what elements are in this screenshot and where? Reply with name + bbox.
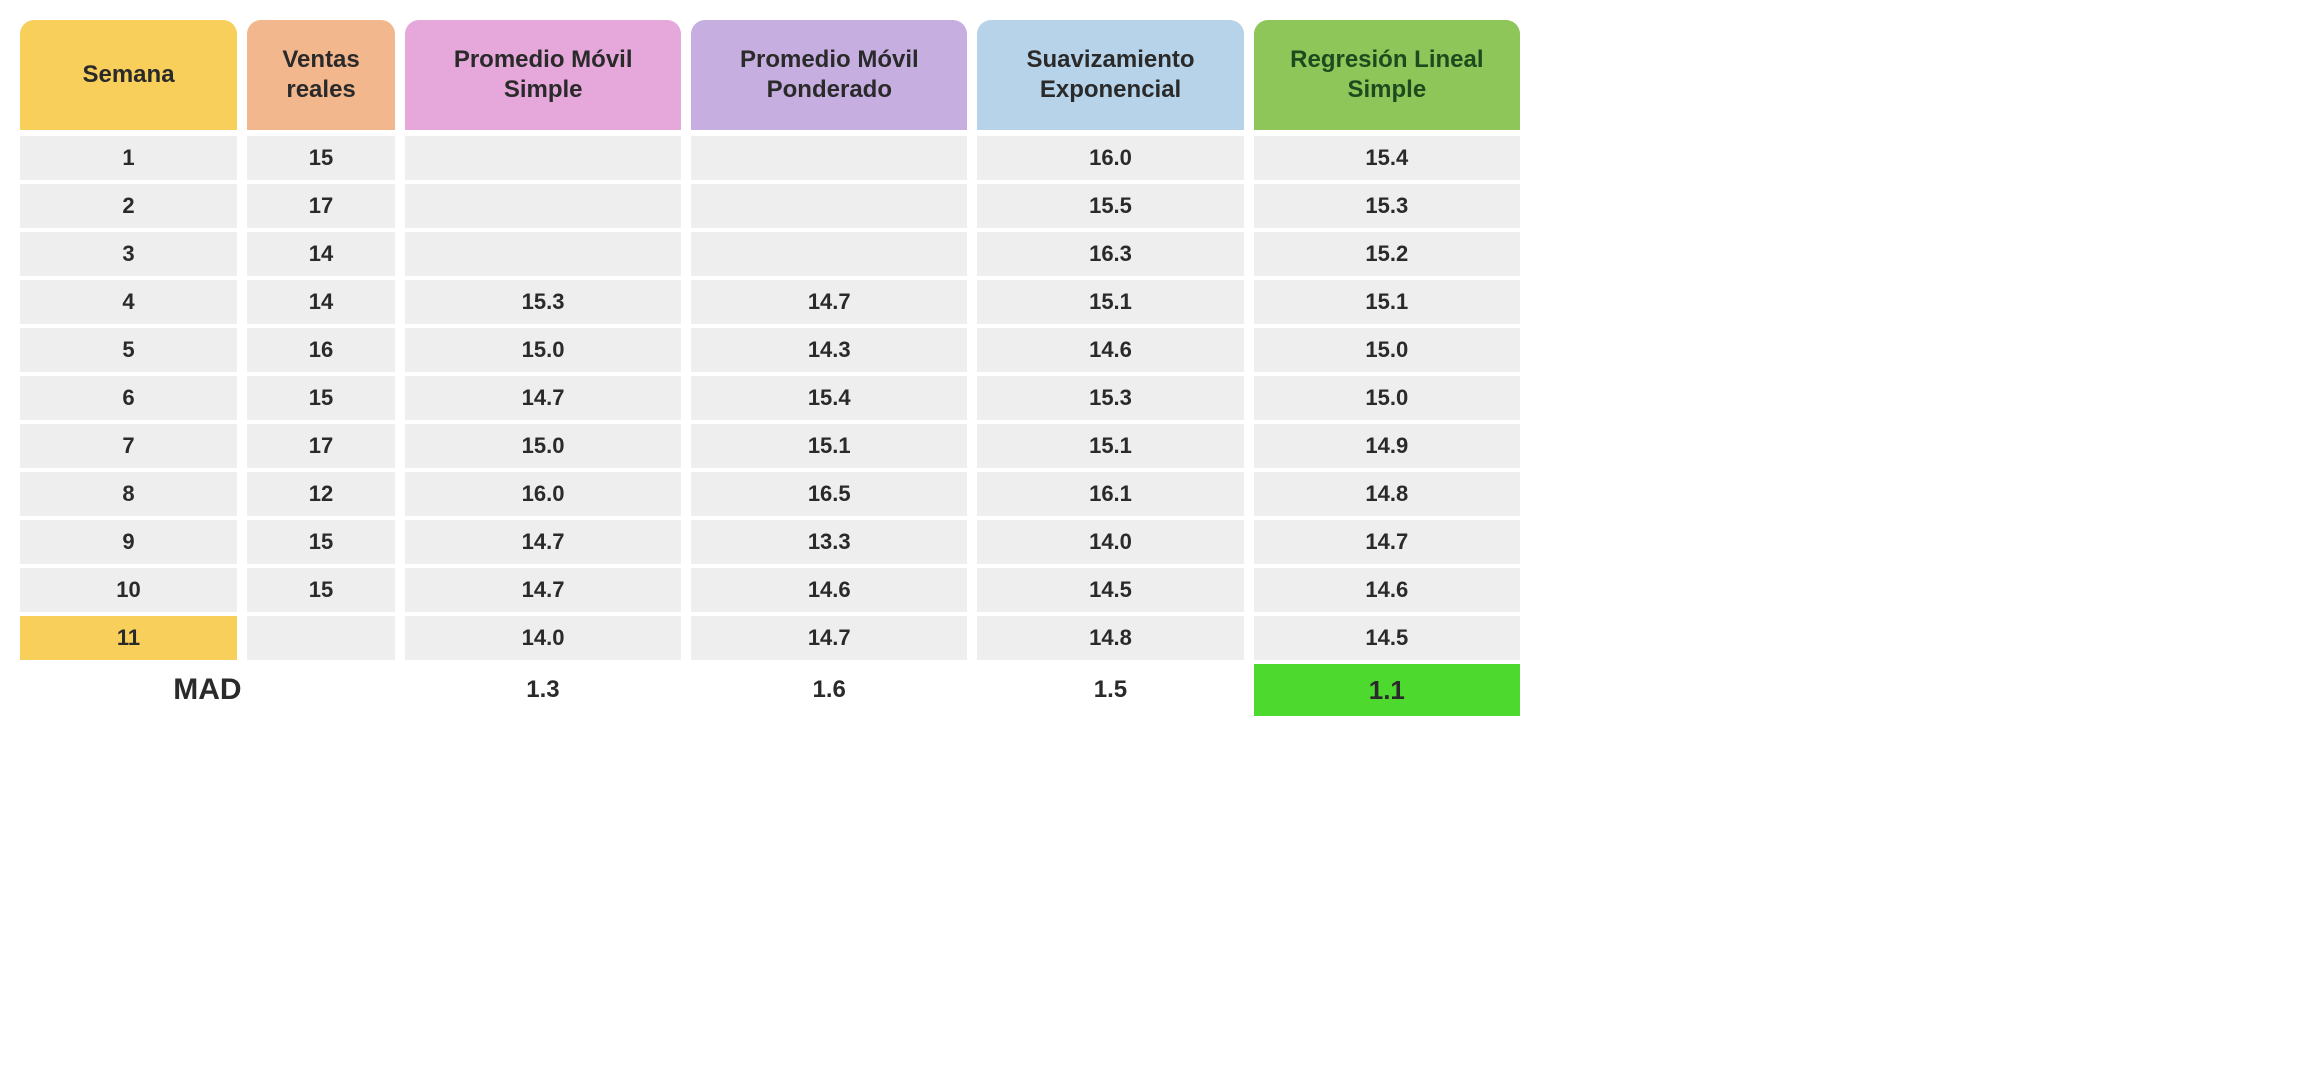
footer-value-pms: 1.3 bbox=[405, 664, 681, 716]
cell-semana: 2 bbox=[20, 184, 237, 228]
cell-pmp: 15.4 bbox=[691, 376, 967, 420]
cell-se: 14.6 bbox=[977, 328, 1243, 372]
cell-pms bbox=[405, 184, 681, 228]
table-row: 91514.713.314.014.7 bbox=[20, 520, 1520, 564]
cell-pms: 15.0 bbox=[405, 424, 681, 468]
cell-ventas: 14 bbox=[247, 232, 395, 276]
cell-se: 15.1 bbox=[977, 424, 1243, 468]
cell-semana: 8 bbox=[20, 472, 237, 516]
cell-ventas: 16 bbox=[247, 328, 395, 372]
table-row: 51615.014.314.615.0 bbox=[20, 328, 1520, 372]
cell-rls: 14.9 bbox=[1254, 424, 1520, 468]
cell-ventas bbox=[247, 616, 395, 660]
cell-ventas: 15 bbox=[247, 568, 395, 612]
table-row: 101514.714.614.514.6 bbox=[20, 568, 1520, 612]
table-row: 61514.715.415.315.0 bbox=[20, 376, 1520, 420]
cell-se: 15.3 bbox=[977, 376, 1243, 420]
footer-value-rls: 1.1 bbox=[1254, 664, 1520, 716]
cell-se: 14.8 bbox=[977, 616, 1243, 660]
table-footer-row: MAD 1.3 1.6 1.5 1.1 bbox=[20, 664, 1520, 716]
cell-se: 15.1 bbox=[977, 280, 1243, 324]
cell-rls: 14.7 bbox=[1254, 520, 1520, 564]
table-row: 11 14.014.714.814.5 bbox=[20, 616, 1520, 660]
cell-pmp: 14.6 bbox=[691, 568, 967, 612]
cell-semana: 6 bbox=[20, 376, 237, 420]
cell-rls: 15.0 bbox=[1254, 376, 1520, 420]
cell-se: 14.0 bbox=[977, 520, 1243, 564]
cell-pms bbox=[405, 136, 681, 180]
footer-label-mad: MAD bbox=[20, 664, 395, 716]
col-header-pmp: Promedio Móvil Ponderado bbox=[691, 20, 967, 130]
col-header-ventas: Ventas reales bbox=[247, 20, 395, 130]
cell-pms bbox=[405, 232, 681, 276]
cell-rls: 15.4 bbox=[1254, 136, 1520, 180]
col-header-se: Suavizamiento Exponencial bbox=[977, 20, 1243, 130]
cell-semana: 10 bbox=[20, 568, 237, 612]
cell-se: 16.0 bbox=[977, 136, 1243, 180]
cell-rls: 15.3 bbox=[1254, 184, 1520, 228]
cell-rls: 15.1 bbox=[1254, 280, 1520, 324]
cell-semana: 9 bbox=[20, 520, 237, 564]
cell-pmp bbox=[691, 184, 967, 228]
cell-pmp: 15.1 bbox=[691, 424, 967, 468]
table-row: 314 16.315.2 bbox=[20, 232, 1520, 276]
cell-semana: 3 bbox=[20, 232, 237, 276]
cell-ventas: 12 bbox=[247, 472, 395, 516]
cell-semana: 7 bbox=[20, 424, 237, 468]
cell-se: 16.1 bbox=[977, 472, 1243, 516]
cell-pms: 15.3 bbox=[405, 280, 681, 324]
cell-pmp: 14.7 bbox=[691, 280, 967, 324]
cell-ventas: 14 bbox=[247, 280, 395, 324]
cell-ventas: 17 bbox=[247, 424, 395, 468]
cell-pmp: 14.3 bbox=[691, 328, 967, 372]
table-row: 41415.314.715.115.1 bbox=[20, 280, 1520, 324]
cell-semana: 4 bbox=[20, 280, 237, 324]
cell-ventas: 17 bbox=[247, 184, 395, 228]
table-body: 11516.015.421715.515.331416.315.241415.3… bbox=[20, 136, 1520, 660]
footer-value-se: 1.5 bbox=[977, 664, 1243, 716]
table-header-row: Semana Ventas reales Promedio Móvil Simp… bbox=[20, 20, 1520, 130]
cell-rls: 15.0 bbox=[1254, 328, 1520, 372]
cell-rls: 14.8 bbox=[1254, 472, 1520, 516]
table-row: 115 16.015.4 bbox=[20, 136, 1520, 180]
cell-ventas: 15 bbox=[247, 520, 395, 564]
footer-value-pmp: 1.6 bbox=[691, 664, 967, 716]
col-header-semana: Semana bbox=[20, 20, 237, 130]
cell-pms: 14.7 bbox=[405, 376, 681, 420]
cell-se: 14.5 bbox=[977, 568, 1243, 612]
cell-pmp: 14.7 bbox=[691, 616, 967, 660]
cell-pmp: 13.3 bbox=[691, 520, 967, 564]
col-header-rls: Regresión Lineal Simple bbox=[1254, 20, 1520, 130]
cell-semana: 11 bbox=[20, 616, 237, 660]
cell-se: 15.5 bbox=[977, 184, 1243, 228]
cell-pms: 15.0 bbox=[405, 328, 681, 372]
cell-se: 16.3 bbox=[977, 232, 1243, 276]
cell-pms: 16.0 bbox=[405, 472, 681, 516]
cell-ventas: 15 bbox=[247, 376, 395, 420]
cell-pmp bbox=[691, 136, 967, 180]
cell-pmp: 16.5 bbox=[691, 472, 967, 516]
cell-semana: 1 bbox=[20, 136, 237, 180]
cell-pms: 14.7 bbox=[405, 520, 681, 564]
cell-rls: 15.2 bbox=[1254, 232, 1520, 276]
cell-pms: 14.0 bbox=[405, 616, 681, 660]
cell-rls: 14.5 bbox=[1254, 616, 1520, 660]
table-row: 81216.016.516.114.8 bbox=[20, 472, 1520, 516]
cell-pms: 14.7 bbox=[405, 568, 681, 612]
col-header-pms: Promedio Móvil Simple bbox=[405, 20, 681, 130]
cell-semana: 5 bbox=[20, 328, 237, 372]
forecast-comparison-table: Semana Ventas reales Promedio Móvil Simp… bbox=[20, 20, 1520, 716]
cell-rls: 14.6 bbox=[1254, 568, 1520, 612]
table-row: 217 15.515.3 bbox=[20, 184, 1520, 228]
cell-pmp bbox=[691, 232, 967, 276]
table-row: 71715.015.115.114.9 bbox=[20, 424, 1520, 468]
cell-ventas: 15 bbox=[247, 136, 395, 180]
